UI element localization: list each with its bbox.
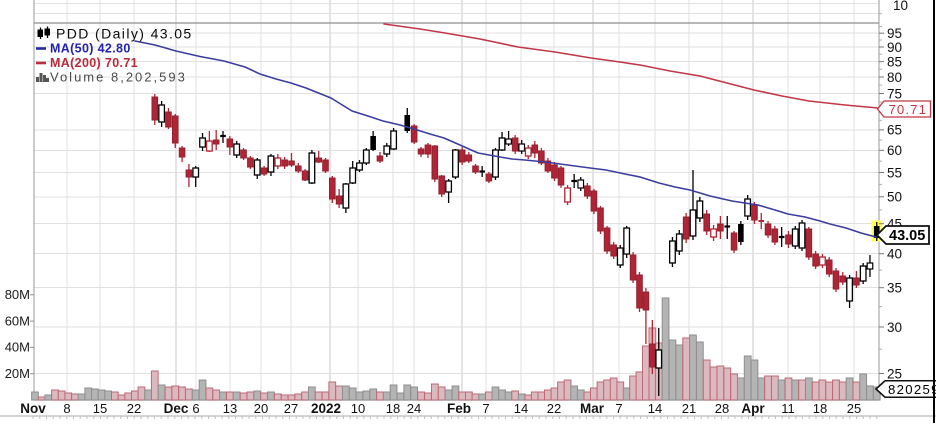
svg-text:95: 95 xyxy=(887,26,902,41)
svg-text:65: 65 xyxy=(887,123,902,138)
svg-text:90: 90 xyxy=(887,40,902,55)
svg-text:55: 55 xyxy=(887,165,902,180)
svg-text:Mar: Mar xyxy=(580,401,605,416)
svg-text:8: 8 xyxy=(63,401,70,416)
svg-text:60: 60 xyxy=(887,143,902,158)
svg-text:10: 10 xyxy=(351,401,365,416)
svg-text:70.71: 70.71 xyxy=(889,102,928,117)
svg-text:24: 24 xyxy=(407,401,421,416)
svg-text:8202593: 8202593 xyxy=(888,382,936,397)
svg-text:7: 7 xyxy=(615,401,622,416)
svg-text:20: 20 xyxy=(254,401,268,416)
svg-text:Dec: Dec xyxy=(164,401,189,416)
svg-text:Apr: Apr xyxy=(741,401,765,416)
svg-text:7: 7 xyxy=(482,401,489,416)
svg-text:43.05: 43.05 xyxy=(889,228,925,244)
svg-text:2022: 2022 xyxy=(311,401,341,416)
svg-text:14: 14 xyxy=(648,401,662,416)
svg-text:10: 10 xyxy=(893,0,908,13)
svg-text:13: 13 xyxy=(223,401,237,416)
svg-text:40: 40 xyxy=(887,247,902,262)
svg-text:MA(200) 70.71: MA(200) 70.71 xyxy=(50,56,138,70)
svg-text:Feb: Feb xyxy=(447,401,471,416)
svg-text:27: 27 xyxy=(284,401,298,416)
svg-text:6: 6 xyxy=(192,401,199,416)
svg-text:60M: 60M xyxy=(5,313,30,328)
svg-text:22: 22 xyxy=(547,401,561,416)
svg-text:22: 22 xyxy=(127,401,141,416)
svg-text:25: 25 xyxy=(847,401,861,416)
svg-text:18: 18 xyxy=(386,401,400,416)
svg-text:Volume 8,202,593: Volume 8,202,593 xyxy=(50,70,187,85)
svg-text:80M: 80M xyxy=(5,287,30,302)
svg-text:30: 30 xyxy=(887,320,902,335)
svg-text:25: 25 xyxy=(887,366,902,381)
svg-text:40M: 40M xyxy=(5,340,30,355)
svg-text:85: 85 xyxy=(887,54,902,69)
svg-text:PDD (Daily) 43.05: PDD (Daily) 43.05 xyxy=(56,26,193,42)
svg-text:28: 28 xyxy=(715,401,729,416)
svg-text:11: 11 xyxy=(781,401,795,416)
svg-text:14: 14 xyxy=(514,401,528,416)
svg-text:75: 75 xyxy=(887,86,902,101)
svg-text:15: 15 xyxy=(93,401,107,416)
svg-text:21: 21 xyxy=(682,401,696,416)
svg-text:MA(50) 42.80: MA(50) 42.80 xyxy=(50,42,131,56)
svg-text:Nov: Nov xyxy=(20,401,46,416)
svg-text:20M: 20M xyxy=(5,366,30,381)
svg-text:50: 50 xyxy=(887,190,902,205)
svg-text:80: 80 xyxy=(887,70,902,85)
svg-text:18: 18 xyxy=(813,401,827,416)
svg-text:35: 35 xyxy=(887,281,902,296)
